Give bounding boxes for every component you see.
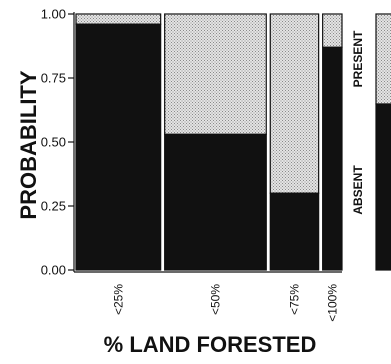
x-tick-label: <100% (325, 284, 339, 322)
legend-label-absent: ABSENT (351, 165, 365, 215)
y-tick-label: 0.00 (41, 263, 66, 278)
absent-bar (322, 46, 343, 271)
y-tick-label: 0.75 (41, 71, 66, 86)
plot-area (75, 13, 343, 271)
absent-bar (269, 192, 320, 271)
y-axis-title: PROBABILITY (16, 70, 41, 219)
present-bar (164, 13, 267, 135)
absent-bar (164, 133, 267, 271)
y-axis: 0.00 0.25 0.50 0.75 1.00 (41, 7, 75, 278)
y-tick-label: 1.00 (41, 7, 66, 22)
legend-swatch-present (375, 13, 391, 105)
present-bar (269, 13, 320, 194)
legend-swatch-absent (375, 103, 391, 271)
x-axis-title: % LAND FORESTED (104, 332, 317, 357)
y-tick-label: 0.50 (41, 135, 66, 150)
x-tick-label: <25% (111, 284, 125, 315)
x-axis: <25% <50% <75% <100% (74, 271, 342, 322)
absent-bar (75, 23, 162, 271)
present-bar (75, 13, 162, 25)
present-bar (322, 13, 343, 48)
y-tick-label: 0.25 (41, 199, 66, 214)
legend: PRESENT ABSENT (351, 13, 391, 271)
legend-label-present: PRESENT (351, 30, 365, 87)
x-tick-label: <50% (208, 284, 222, 315)
x-tick-label: <75% (287, 284, 301, 315)
